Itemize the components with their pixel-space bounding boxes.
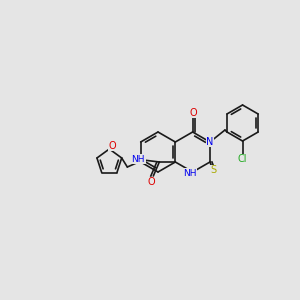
Text: O: O — [109, 141, 116, 151]
Text: O: O — [190, 108, 197, 118]
Text: Cl: Cl — [238, 154, 247, 164]
Text: NH: NH — [132, 154, 145, 164]
Text: N: N — [206, 137, 214, 147]
Text: NH: NH — [183, 169, 196, 178]
Text: S: S — [210, 165, 216, 175]
Text: O: O — [148, 177, 155, 187]
